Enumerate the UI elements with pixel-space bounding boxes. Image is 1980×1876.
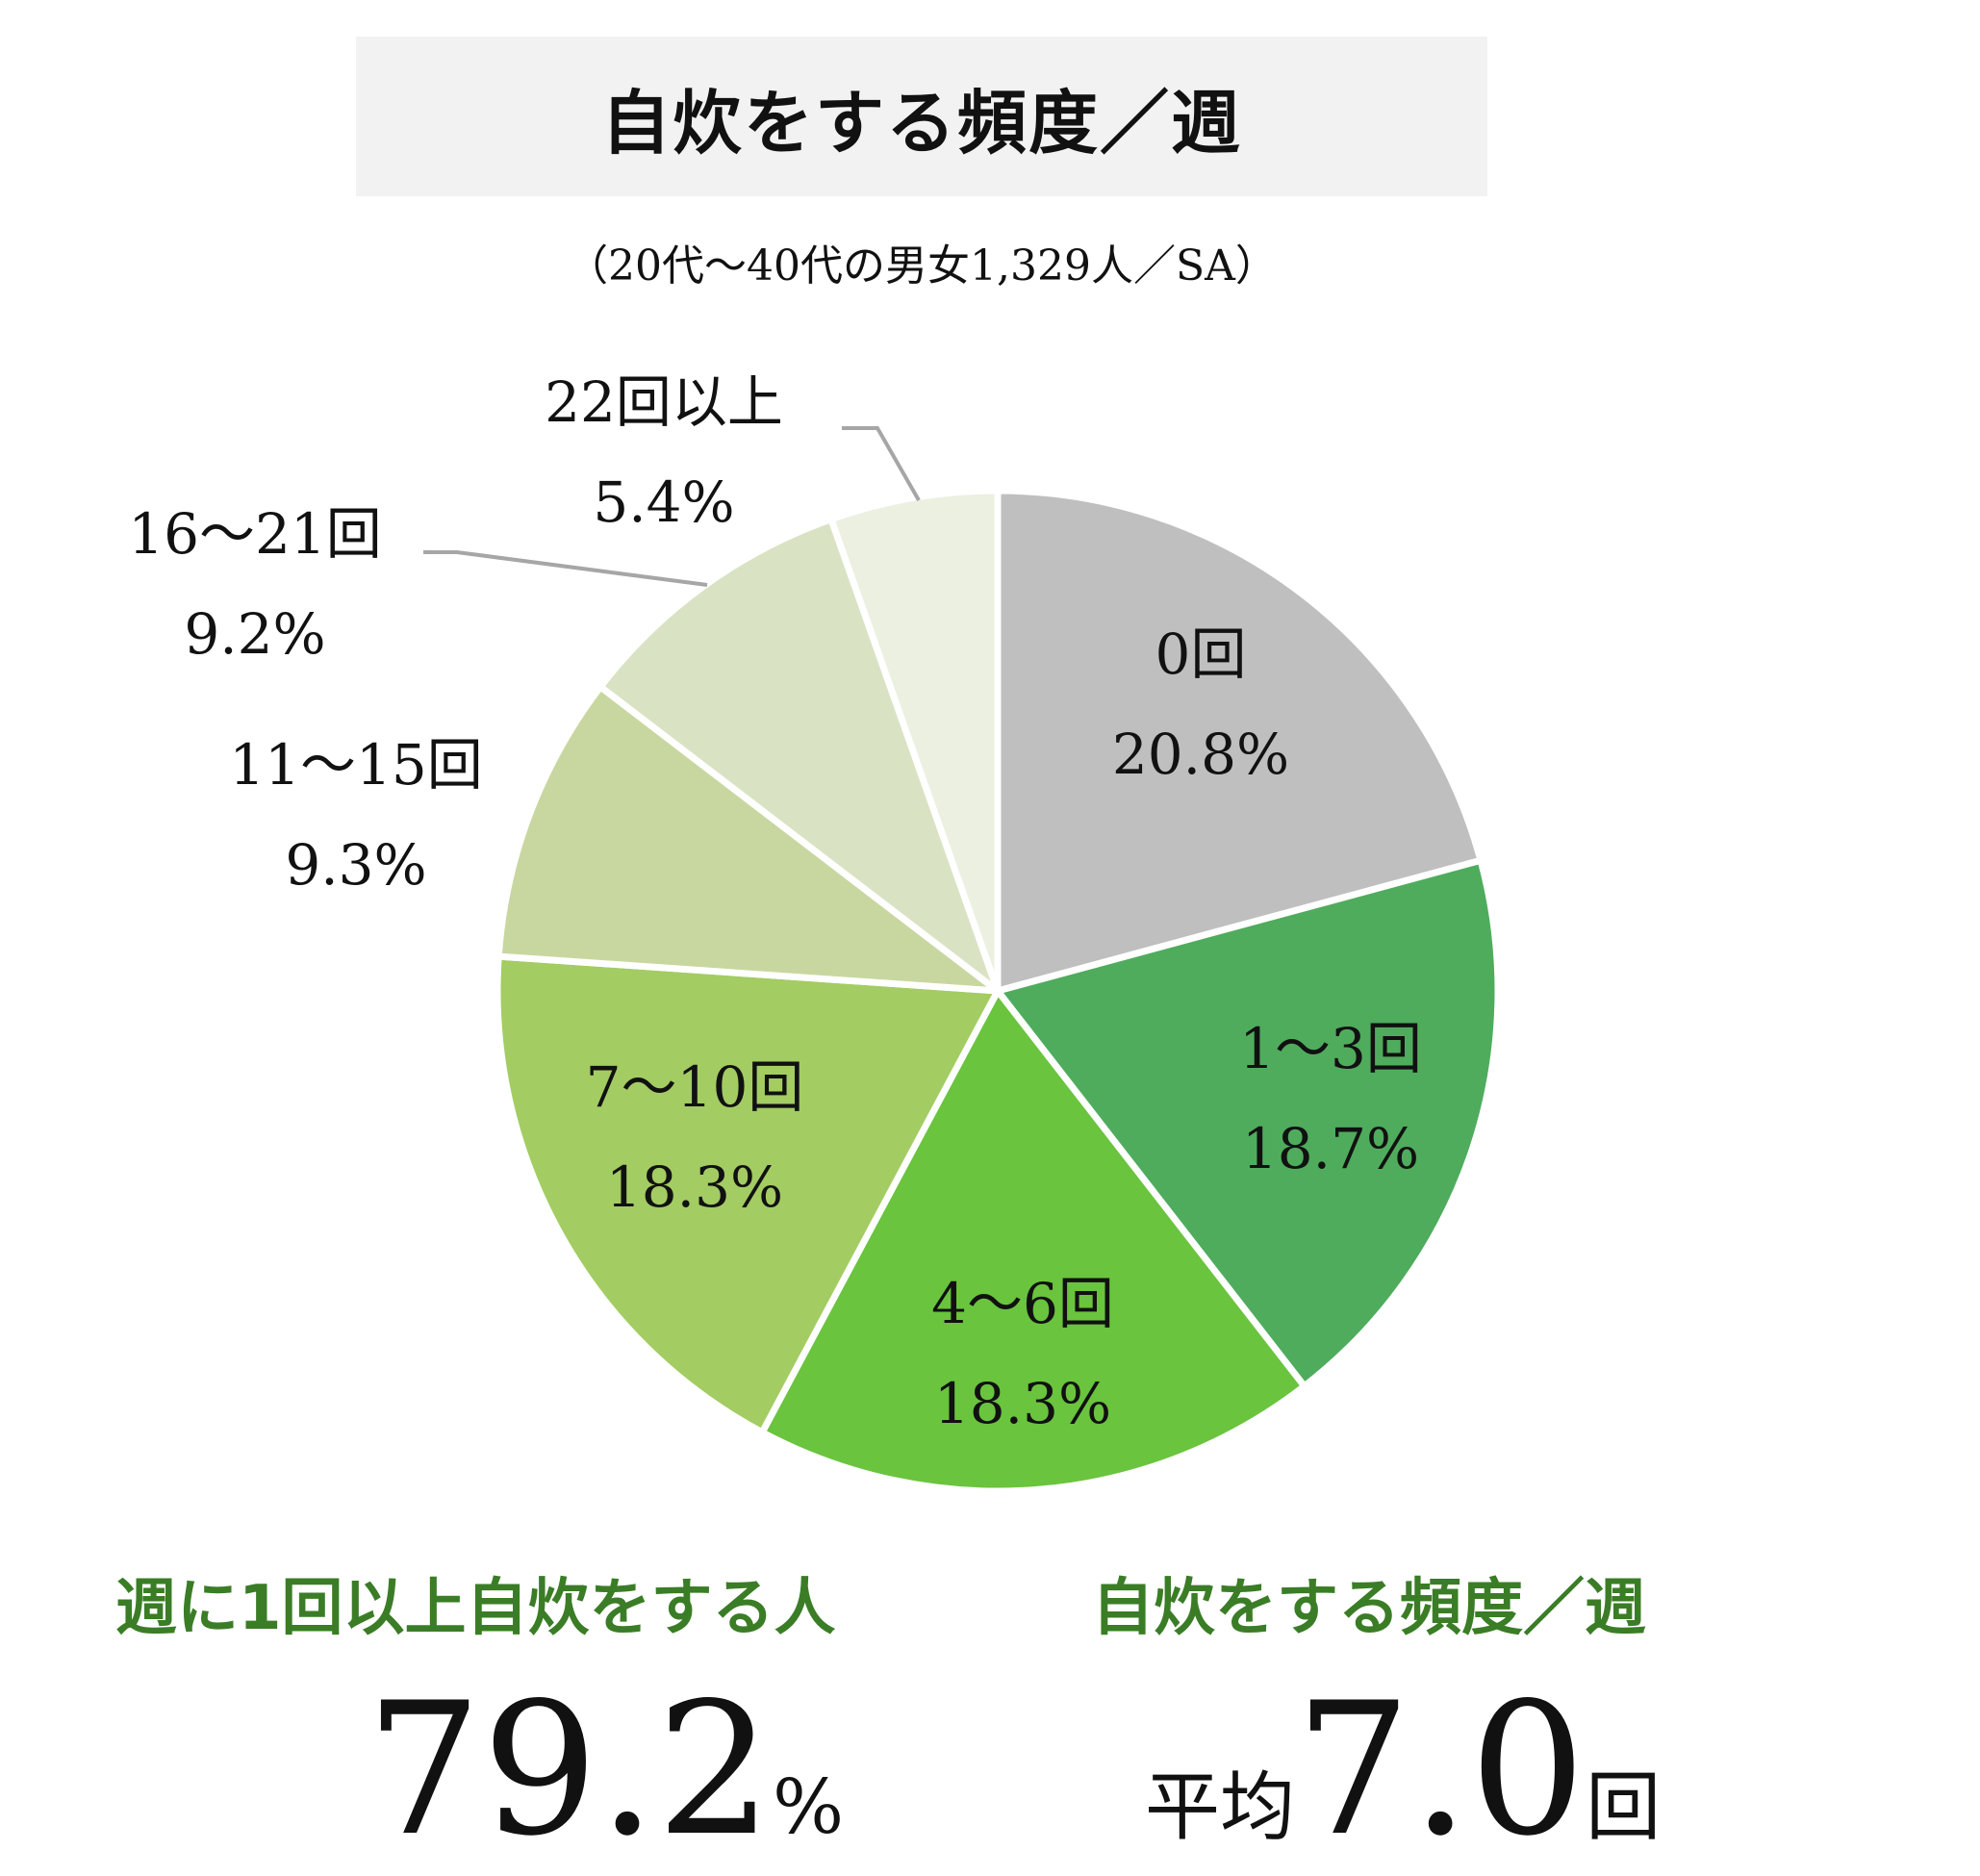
chart-title-box: 自炊をする頻度／週: [356, 37, 1487, 196]
pie-chart: 0回 20.8% 1～3回 18.7% 4～6回 18.3% 7～10回 18.3% 11～15…: [128, 369, 1502, 1495]
slice-category-label: 0回: [1155, 621, 1247, 687]
frequency-caption: 自炊をする頻度／週: [1092, 1573, 1646, 1644]
weekly-cooking-value: 79.2: [366, 1663, 774, 1876]
slice-percent-label: 18.7%: [1242, 1116, 1419, 1181]
slice-category-label: 11～15回: [229, 732, 483, 798]
pie-slice: [758, 987, 1308, 1495]
chart-title: 自炊をする頻度／週: [600, 82, 1242, 164]
leader-line: [842, 426, 921, 501]
leader-line: [423, 550, 708, 587]
slice-percent-label: 20.8%: [1112, 722, 1289, 787]
pie-slices: [494, 487, 1502, 1495]
slice-category-label: 7～10回: [586, 1054, 804, 1120]
slice-percent-label: 9.2%: [184, 601, 325, 667]
pie-slice: [827, 487, 1002, 995]
weekly-cooking-stat: 79.2%: [366, 1679, 844, 1862]
average-frequency-stat: 平均7.0回: [1145, 1679, 1661, 1862]
average-prefix: 平均: [1145, 1764, 1296, 1851]
slice-category-label: 1～3回: [1239, 1016, 1422, 1081]
slice-percent-label: 18.3%: [606, 1154, 783, 1220]
slice-labels: 0回 20.8% 1～3回 18.7% 4～6回 18.3% 7～10回 18.3% 11～15…: [128, 369, 1422, 1436]
chart-subtitle: （20代～40代の男女1,329人／SA）: [566, 241, 1278, 291]
leader-lines: [423, 426, 921, 587]
slice-percent-label: 5.4%: [593, 469, 734, 535]
weekly-cooking-unit: %: [773, 1764, 845, 1851]
slice-category-label: 16～21回: [128, 501, 382, 567]
pie-slice: [994, 856, 1502, 1390]
slice-percent-label: 18.3%: [934, 1371, 1111, 1436]
average-frequency-unit: 回: [1586, 1764, 1662, 1851]
average-frequency-value: 7.0: [1295, 1663, 1587, 1876]
slice-category-label: 22回以上: [545, 369, 783, 435]
slice-category-label: 4～6回: [931, 1271, 1114, 1336]
pie-slice: [994, 487, 1485, 995]
pie-slice: [494, 952, 1002, 1436]
weekly-cooking-caption: 週に1回以上自炊をする人: [115, 1573, 836, 1644]
pie-slice: [495, 683, 1002, 995]
slice-percent-label: 9.3%: [285, 832, 426, 898]
